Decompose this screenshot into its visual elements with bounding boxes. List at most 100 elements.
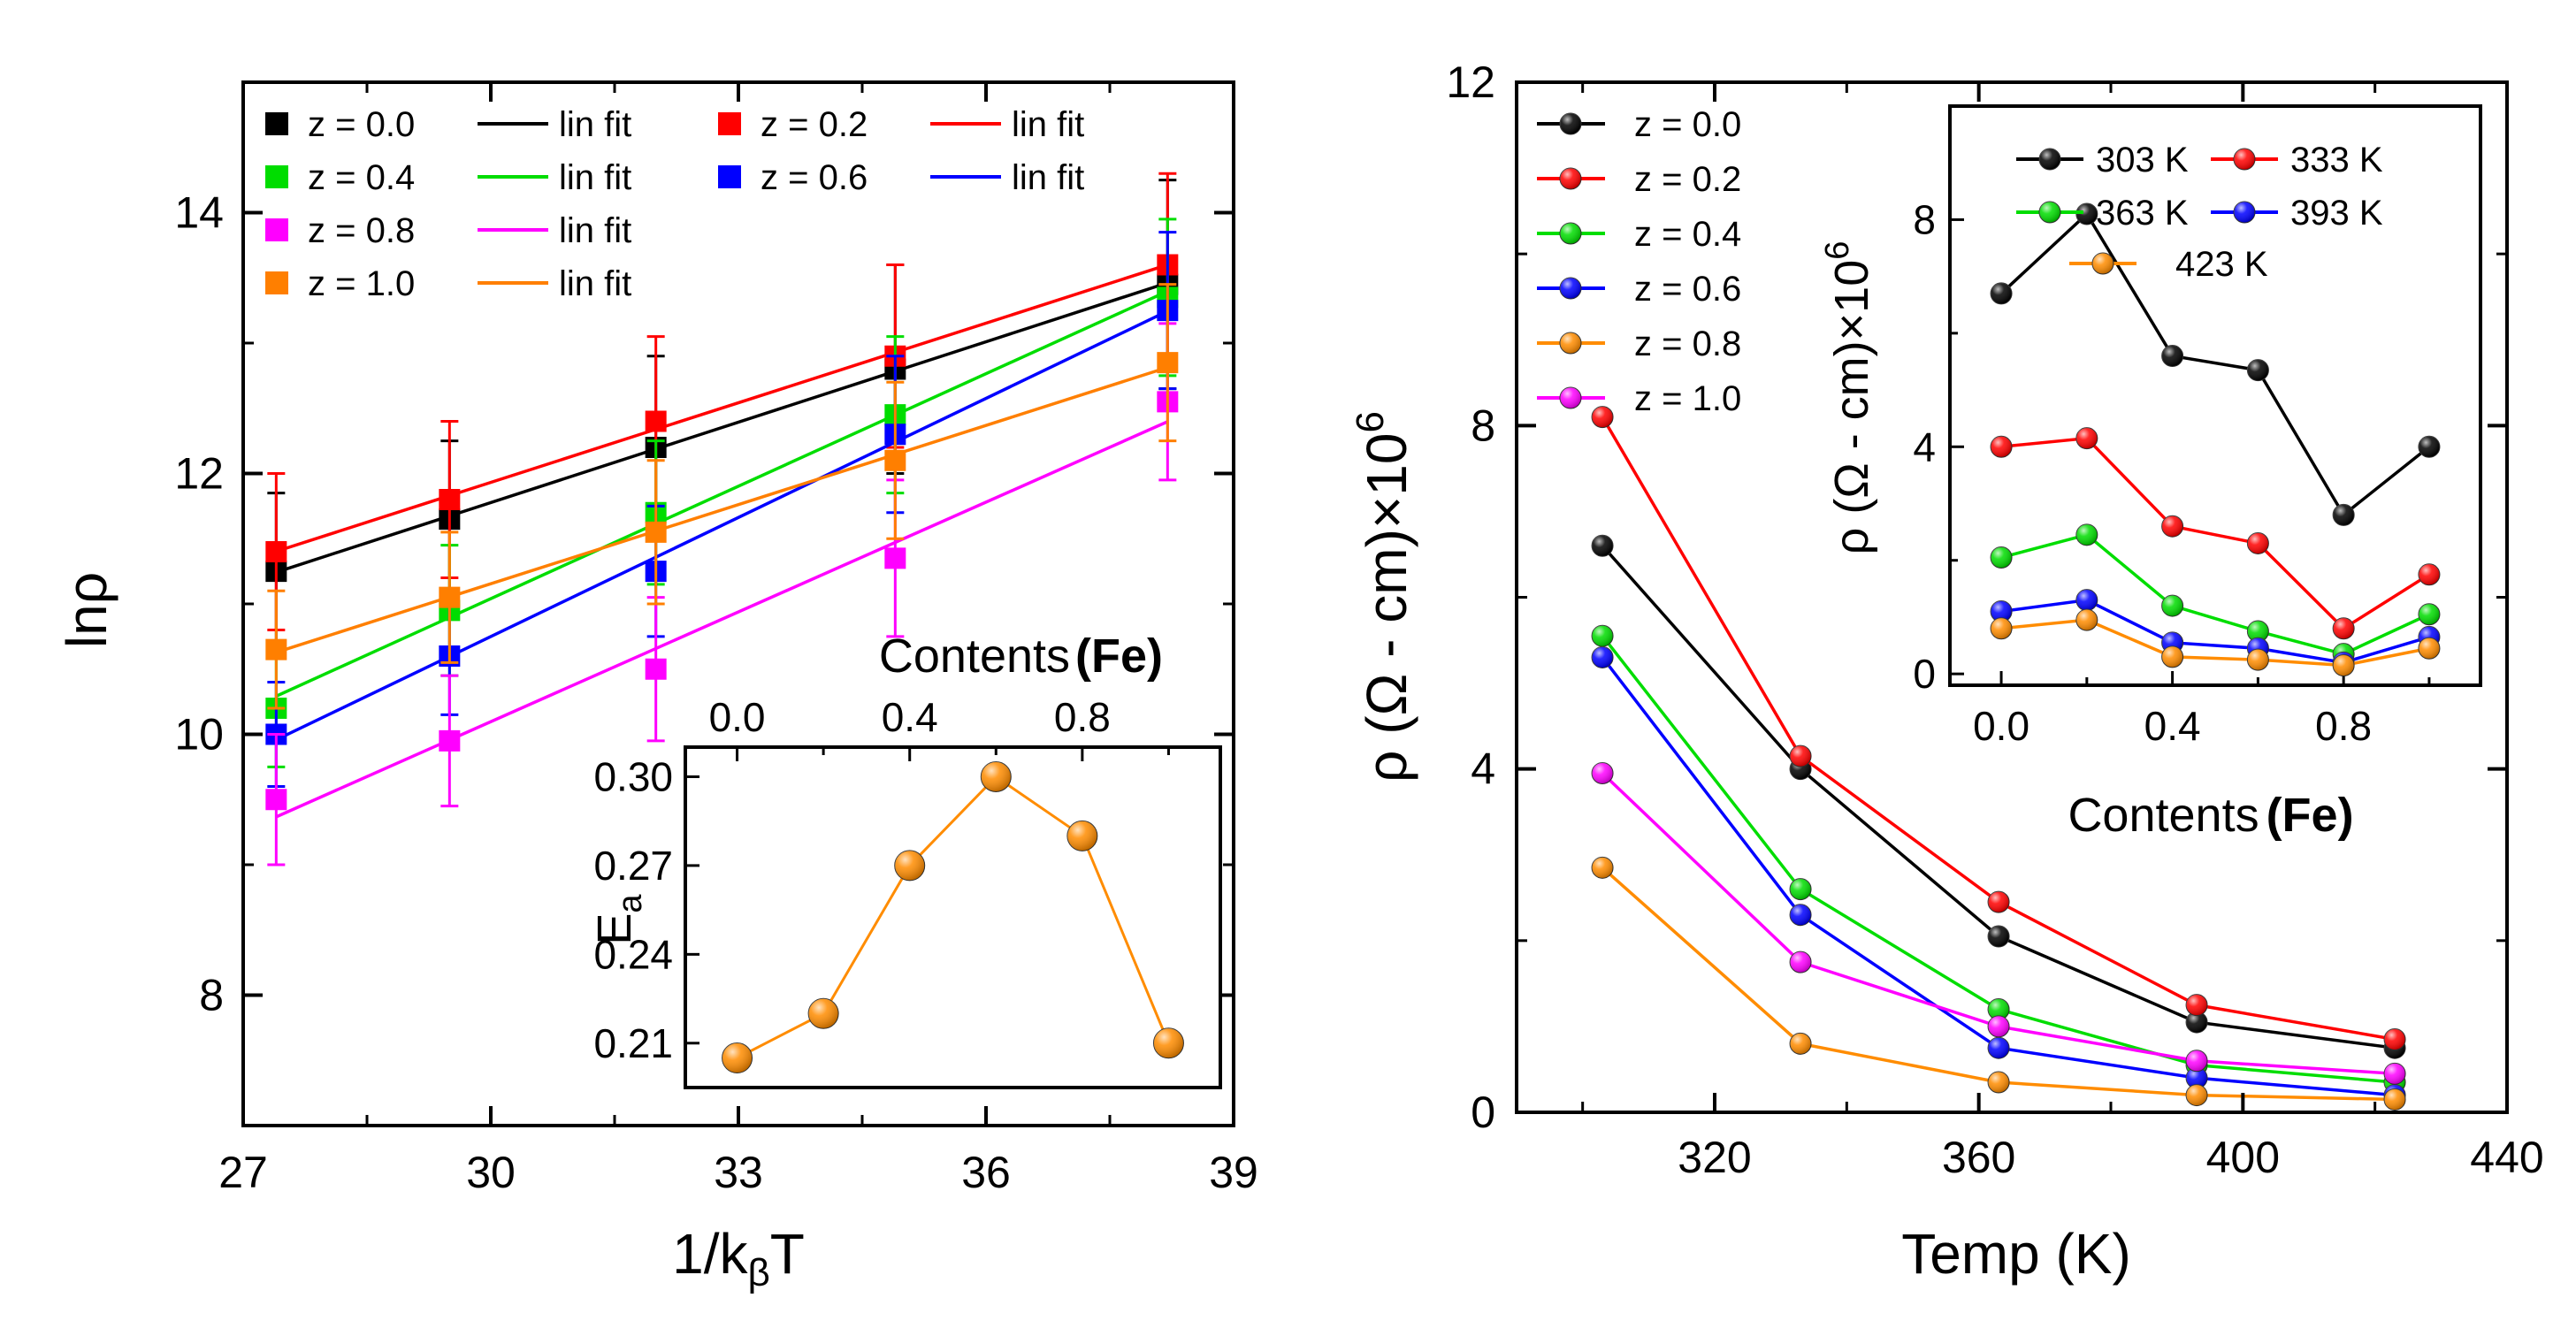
left-x-tick-label: 33: [714, 1148, 763, 1197]
left-inset-x-tick-label: 0.4: [882, 694, 938, 740]
left-data-point: [439, 729, 461, 752]
right-inset-series-333K: [1990, 427, 2441, 640]
left-inset-x-tick-label: 0.8: [1054, 694, 1111, 740]
right-legend-marker-shine: [1560, 332, 1581, 354]
right-data-point-shine: [2384, 1088, 2406, 1111]
right-legend-label: z = 0.2: [1634, 160, 1741, 199]
left-y-label: lnρ: [55, 572, 118, 648]
right-inset-point-shine: [1991, 546, 2013, 569]
right-series-layer: [1591, 406, 2406, 1111]
left-legend-label: z = 0.2: [761, 105, 868, 144]
right-inset-point-shine: [1991, 436, 2013, 458]
right-series-1.0: [1591, 762, 2406, 1085]
right-legend-marker-shine: [1560, 168, 1581, 189]
right-x-tick-label: 320: [1678, 1133, 1751, 1182]
right-inset-point-shine: [2333, 617, 2355, 639]
left-legend-entry: z = 0.8 lin fit: [265, 211, 631, 250]
right-data-point-shine: [1988, 1015, 2010, 1037]
right-inset-series: [1990, 202, 2441, 677]
left-data-point: [265, 541, 287, 562]
left-fit-line: [275, 365, 1168, 654]
left-legend-entry: z = 0.6 lin fit: [718, 158, 1084, 197]
right-inset-point-shine: [2161, 595, 2183, 617]
left-legend-label: z = 0.8: [308, 211, 415, 250]
left-legend-label: z = 0.0: [308, 105, 415, 144]
left-inset-point-shine: [1066, 821, 1097, 851]
right-legend-label: z = 0.4: [1634, 215, 1741, 254]
left-legend-fit-label: lin fit: [559, 105, 631, 144]
right-inset-legend-marker-shine: [2039, 149, 2060, 170]
right-legend-marker-shine: [1560, 113, 1581, 134]
left-legend-fit-label: lin fit: [559, 211, 631, 250]
right-inset-legend-label: 393 K: [2290, 194, 2383, 233]
right-data-point-shine: [2186, 1012, 2208, 1034]
right-inset-legend-entry: 423 K: [2069, 245, 2268, 284]
left-fit-line: [275, 420, 1169, 819]
left-x-tick-label: 39: [1209, 1148, 1258, 1197]
left-legend-label: z = 1.0: [308, 264, 415, 303]
left-y-tick-label: 12: [174, 449, 224, 499]
left-inset-y-tick-label: 0.21: [593, 1020, 673, 1066]
right-inset-point-shine: [2418, 436, 2440, 458]
left-inset-point-shine: [1153, 1027, 1184, 1058]
right-inset-legend-entry: 393 K: [2211, 194, 2383, 233]
right-inset-point-shine: [2247, 649, 2269, 671]
right-data-point-shine: [1988, 1037, 2010, 1059]
right-legend-label: z = 0.8: [1634, 324, 1741, 363]
right-inset-frame: [1948, 104, 2482, 687]
left-data-point: [884, 449, 906, 471]
right-y-tick-label: 0: [1471, 1088, 1495, 1137]
left-legend-marker: [265, 165, 288, 188]
right-inset-line: [2000, 618, 2430, 668]
right-inset-line: [2000, 598, 2430, 665]
right-inset-point-shine: [2075, 609, 2098, 631]
right-inset-legend-label: 363 K: [2096, 194, 2189, 233]
right-inset-point-shine: [2075, 523, 2098, 546]
right-inset: 0.0 0.4 0.8 0 4 8 303 K 333 K 363 K 393 K 423 K C…: [1819, 104, 2482, 842]
left-data-point: [645, 658, 667, 680]
right-x-tick-label: 360: [1942, 1133, 2015, 1182]
right-data-point-shine: [1592, 406, 1614, 428]
right-chart: 320 360 400 440 0 4 8 12 ρ (Ω - cm)×106 Temp (K…: [1349, 57, 2544, 1286]
left-series-layer: [265, 172, 1179, 866]
left-x-tick-label: 27: [218, 1148, 268, 1197]
left-legend: z = 0.0 lin fit z = 0.4 lin fit z = 0.8 lin f…: [265, 105, 1084, 303]
right-x-tick-label: 400: [2206, 1133, 2280, 1182]
right-data-point-shine: [1790, 878, 1812, 900]
left-inset-y-tick-label: 0.30: [593, 753, 673, 799]
right-data-point-shine: [2186, 994, 2208, 1016]
right-legend-entry: z = 0.6: [1537, 270, 1741, 309]
right-inset-y-tick-label: 8: [1913, 196, 1936, 242]
right-inset-point-shine: [2333, 654, 2355, 676]
right-inset-legend-label: 423 K: [2175, 245, 2268, 284]
right-inset-y-label: ρ (Ω - cm)×106: [1819, 241, 1878, 555]
left-data-point: [265, 638, 287, 660]
left-legend-marker: [265, 271, 288, 294]
left-inset-axes: 0.0 0.4 0.8 0.21 0.24 0.27 0.30: [593, 694, 1170, 1066]
right-inset-point-shine: [1991, 617, 2013, 639]
right-legend-entry: z = 0.0: [1537, 105, 1741, 144]
right-inset-series-423K: [1990, 608, 2441, 677]
left-inset-y-tick-label: 0.27: [593, 843, 673, 889]
right-inset-y-tick-label: 0: [1913, 651, 1936, 697]
left-legend-marker: [718, 112, 741, 135]
left-inset: 0.0 0.4 0.8 0.21 0.24 0.27 0.30 Contents (Fe) E…: [588, 630, 1222, 1089]
right-inset-point-shine: [2418, 603, 2440, 625]
right-x-tick-label: 440: [2470, 1133, 2543, 1182]
right-x-label: Temp (K): [1901, 1222, 2131, 1286]
left-inset-x-label: Contents (Fe): [879, 630, 1163, 683]
right-inset-line: [2000, 436, 2430, 631]
left-x-tick-label: 36: [961, 1148, 1011, 1197]
left-fit-line: [275, 281, 1168, 574]
right-inset-x-tick-label: 0.4: [2144, 703, 2201, 749]
left-fit-line: [275, 309, 1169, 742]
right-inset-legend-marker-shine: [2039, 202, 2060, 223]
left-inset-point-shine: [722, 1042, 753, 1073]
right-inset-legend: 303 K 333 K 363 K 393 K 423 K: [2016, 141, 2383, 284]
right-inset-x-tick-label: 0.8: [2315, 703, 2372, 749]
right-inset-point-shine: [2418, 563, 2440, 585]
right-inset-x-label: Contents (Fe): [2068, 789, 2353, 842]
right-legend: z = 0.0 z = 0.2 z = 0.4 z = 0.6 z = 0.8 z = 1…: [1537, 105, 1741, 418]
right-legend-marker-shine: [1560, 278, 1581, 299]
left-inset-line: [736, 775, 1170, 1059]
